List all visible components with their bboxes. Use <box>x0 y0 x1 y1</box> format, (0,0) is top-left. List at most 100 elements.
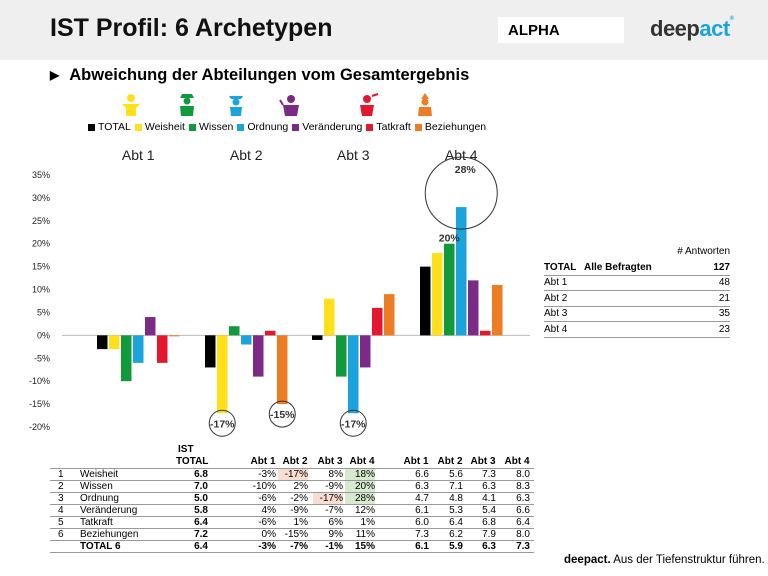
legend-label: Veränderung <box>302 121 363 133</box>
responses-row: TOTAL Alle Befragten 127 <box>544 260 730 276</box>
legend-item-beziehungen: Beziehungen <box>414 121 486 133</box>
legend-label: Tatkraft <box>376 121 411 133</box>
bar-tatkraft-abt2 <box>265 330 276 336</box>
category-label: Abt 3 <box>337 147 370 163</box>
bar-wissen-abt3 <box>336 335 347 377</box>
weisheit-figure-icon <box>122 94 140 116</box>
row-total: 7.0 <box>194 481 208 492</box>
header-total: TOTAL <box>176 456 209 467</box>
legend-label: TOTAL <box>98 121 131 133</box>
row-deviation: -17% <box>278 469 308 481</box>
header-dept: Abt 4 <box>349 456 375 467</box>
annotation-circle <box>339 409 367 437</box>
responses-cell-label: Abt 2 <box>544 292 568 304</box>
row-number: 2 <box>58 481 64 492</box>
row-score: 7.9 <box>482 529 496 540</box>
y-tick-label: -10% <box>29 376 50 386</box>
legend-swatch <box>414 123 422 131</box>
legend-swatch <box>188 123 196 131</box>
row-deviation: 15% <box>354 541 375 552</box>
legend-swatch <box>88 123 95 131</box>
logo-part-deep: deep <box>650 16 700 41</box>
legend-swatch <box>292 123 300 131</box>
y-tick-label: -15% <box>29 399 50 409</box>
row-score: 6.4 <box>516 517 530 528</box>
row-deviation: -3% <box>258 469 276 480</box>
logo-part-act: act <box>699 16 730 41</box>
legend-item-weisheit: Weisheit <box>134 121 185 133</box>
ordnung-figure-icon <box>229 96 243 116</box>
header-dept: Abt 1 <box>250 456 276 467</box>
row-score: 6.6 <box>516 505 530 516</box>
row-deviation: 1% <box>293 517 308 528</box>
responses-row: Abt 1 48 <box>544 276 730 291</box>
row-deviation: 12% <box>354 505 375 516</box>
row-total: 7.2 <box>194 529 208 540</box>
category-label: Abt 4 <box>445 147 478 163</box>
deepact-logo: deepact® <box>650 16 734 42</box>
row-deviation: 20% <box>345 481 375 493</box>
row-archetype: Wissen <box>80 481 113 492</box>
row-score: 4.1 <box>482 493 496 504</box>
responses-header: # Antworten <box>677 246 730 257</box>
annotation-circle <box>268 400 296 428</box>
row-deviation: -15% <box>284 529 308 540</box>
row-deviation: 2% <box>293 481 308 492</box>
category-label: Abt 1 <box>122 147 155 163</box>
responses-cell-label: Abt 1 <box>544 277 568 289</box>
row-deviation: -10% <box>252 481 276 492</box>
row-deviation: 1% <box>360 517 375 528</box>
bar-weisheit-abt3 <box>324 298 335 336</box>
legend-label: Ordnung <box>247 121 289 133</box>
row-deviation: 11% <box>355 529 375 540</box>
row-deviation: -6% <box>258 493 276 504</box>
legend-item-total: TOTAL <box>88 121 131 133</box>
header-dept: Abt 3 <box>317 456 343 467</box>
legend-item-wissen: Wissen <box>188 121 233 133</box>
footer-brand: deepact. <box>564 554 611 566</box>
row-deviation: -17% <box>313 493 343 505</box>
responses-cell-value: 48 <box>718 277 730 289</box>
header-bar: IST Profil: 6 Archetypen ALPHA deepact® <box>0 0 768 60</box>
category-label: Abt 2 <box>230 147 263 163</box>
row-divider <box>50 504 534 505</box>
responses-cell-value: 35 <box>718 308 730 320</box>
bar-ordnung-abt4 <box>456 207 467 336</box>
responses-cell-value: 127 <box>713 261 730 273</box>
subtitle-text: Abweichung der Abteilungen vom Gesamterg… <box>69 66 470 84</box>
row-archetype: Tatkraft <box>80 517 113 528</box>
row-score: 6.8 <box>482 517 496 528</box>
header-dept: Abt 2 <box>282 456 308 467</box>
row-archetype: Veränderung <box>80 505 138 516</box>
row-deviation: -9% <box>325 481 343 492</box>
responses-cell-sub: Alle Befragten <box>584 261 652 273</box>
annotation-label: -17% <box>341 418 366 430</box>
responses-table: # Antworten TOTAL Alle Befragten 127 Abt 1 4… <box>544 246 730 338</box>
row-number: 5 <box>58 517 64 528</box>
row-deviation: -7% <box>290 541 308 552</box>
responses-row: Abt 4 23 <box>544 322 730 338</box>
row-score: 6.3 <box>482 481 496 492</box>
row-number: 1 <box>58 469 64 480</box>
row-total: 6.8 <box>194 469 208 480</box>
bar-beziehungen-abt2 <box>277 335 288 405</box>
row-deviation: -2% <box>290 493 308 504</box>
bar-ordnung-abt2 <box>241 335 252 345</box>
page-title: IST Profil: 6 Archetypen <box>50 14 333 42</box>
y-tick-label: 0% <box>37 330 50 340</box>
row-number: 3 <box>58 493 64 504</box>
responses-row: Abt 3 35 <box>544 307 730 322</box>
row-archetype: Beziehungen <box>80 529 139 540</box>
row-total: 5.8 <box>194 505 208 516</box>
bar-tatkraft-abt3 <box>372 307 383 336</box>
bar-veränderung-abt4 <box>468 280 479 336</box>
legend-item-tatkraft: Tatkraft <box>366 121 411 133</box>
row-archetype: Weisheit <box>80 469 119 480</box>
row-score: 8.0 <box>516 469 530 480</box>
responses-cell-value: 23 <box>718 323 730 335</box>
y-tick-label: -20% <box>29 422 50 432</box>
tatkraft-figure-icon <box>360 93 379 116</box>
row-divider <box>50 480 534 481</box>
bullet-triangle-icon: ▶ <box>50 68 60 82</box>
y-tick-label: 10% <box>32 285 50 295</box>
